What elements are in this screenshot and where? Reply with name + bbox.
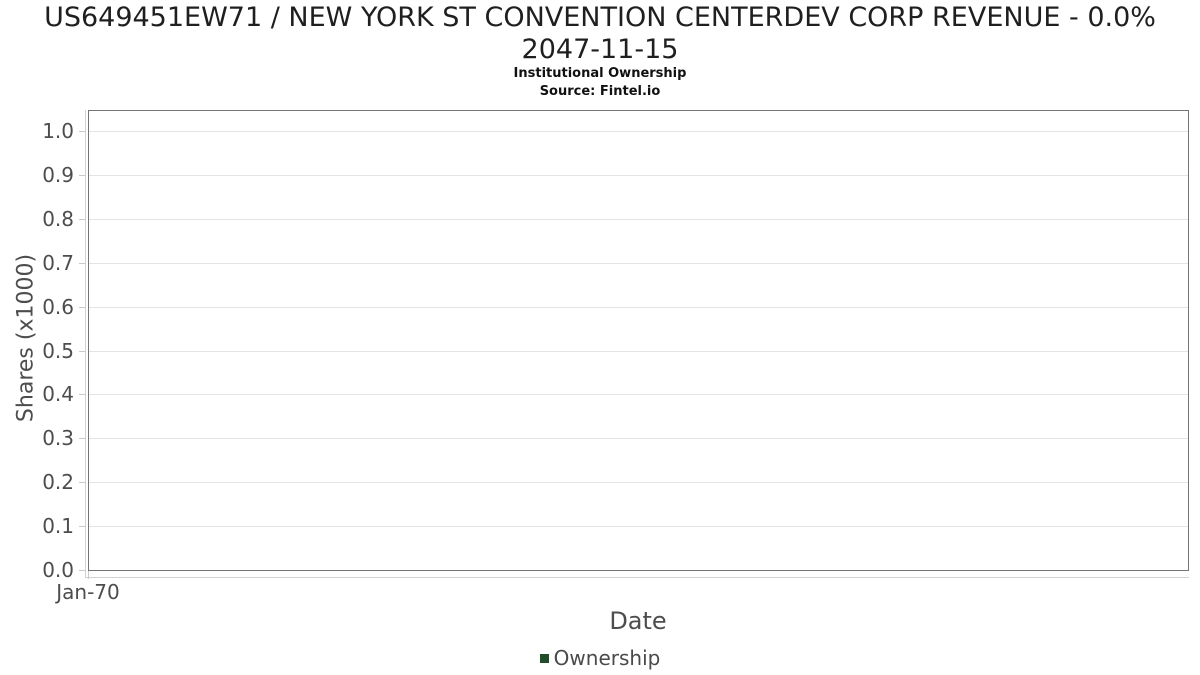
y-axis-line — [85, 110, 86, 578]
y-tick-label: 0.9 — [42, 163, 74, 187]
chart-source: Source: Fintel.io — [539, 84, 661, 99]
legend-label-ownership: Ownership — [553, 646, 661, 670]
chart-title-line2: 2047-11-15 — [521, 34, 679, 65]
y-tick-label: 0.4 — [42, 382, 74, 406]
y-tick-label: 1.0 — [42, 119, 74, 143]
gridline — [89, 307, 1188, 308]
legend-item-ownership[interactable]: Ownership — [539, 646, 661, 670]
y-tick-mark — [79, 394, 85, 395]
y-tick-mark — [79, 175, 85, 176]
y-tick-label: 0.3 — [42, 426, 74, 450]
y-tick-mark — [79, 307, 85, 308]
x-axis-line — [85, 577, 1189, 578]
x-tick-mark — [88, 571, 89, 579]
gridline — [89, 131, 1188, 132]
y-tick-mark — [79, 219, 85, 220]
y-tick-label: 0.2 — [42, 470, 74, 494]
y-tick-label: 0.7 — [42, 251, 74, 275]
legend-swatch-ownership — [539, 654, 549, 663]
gridline — [89, 219, 1188, 220]
x-axis-label: Date — [609, 607, 667, 635]
gridline — [89, 394, 1188, 395]
y-tick-mark — [79, 526, 85, 527]
legend: Ownership — [0, 646, 1200, 670]
gridline — [89, 482, 1188, 483]
y-tick-mark — [79, 263, 85, 264]
y-tick-label: 0.8 — [42, 207, 74, 231]
chart-title-line1: US649451EW71 / NEW YORK ST CONVENTION CE… — [44, 2, 1156, 33]
y-tick-mark — [79, 351, 85, 352]
y-tick-label: 0.0 — [42, 558, 74, 582]
x-tick-label: Jan-70 — [56, 580, 120, 604]
gridline — [89, 263, 1188, 264]
y-tick-mark — [79, 570, 85, 571]
gridline — [89, 351, 1188, 352]
y-tick-mark — [79, 131, 85, 132]
plot-area — [88, 110, 1189, 571]
y-tick-mark — [79, 438, 85, 439]
y-tick-label: 0.6 — [42, 295, 74, 319]
y-tick-mark — [79, 482, 85, 483]
y-tick-label: 0.5 — [42, 339, 74, 363]
gridline — [89, 438, 1188, 439]
chart-subtitle: Institutional Ownership — [513, 66, 687, 81]
gridline — [89, 175, 1188, 176]
gridline — [89, 526, 1188, 527]
y-tick-label: 0.1 — [42, 514, 74, 538]
